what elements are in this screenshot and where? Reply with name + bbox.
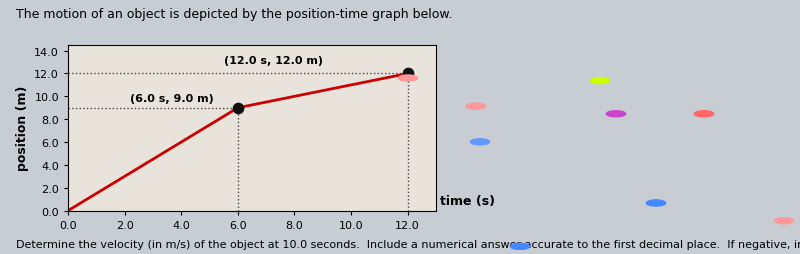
Point	[231, 106, 244, 110]
Text: (6.0 s, 9.0 m): (6.0 s, 9.0 m)	[130, 93, 214, 103]
Point	[402, 72, 414, 76]
Text: (12.0 s, 12.0 m): (12.0 s, 12.0 m)	[224, 56, 322, 66]
Text: The motion of an object is depicted by the position-time graph below.: The motion of an object is depicted by t…	[16, 8, 453, 21]
Text: time (s): time (s)	[440, 194, 495, 207]
Text: Determine the velocity (in m/s) of the object at 10.0 seconds.  Include a numeri: Determine the velocity (in m/s) of the o…	[16, 239, 800, 249]
Y-axis label: position (m): position (m)	[16, 86, 29, 171]
